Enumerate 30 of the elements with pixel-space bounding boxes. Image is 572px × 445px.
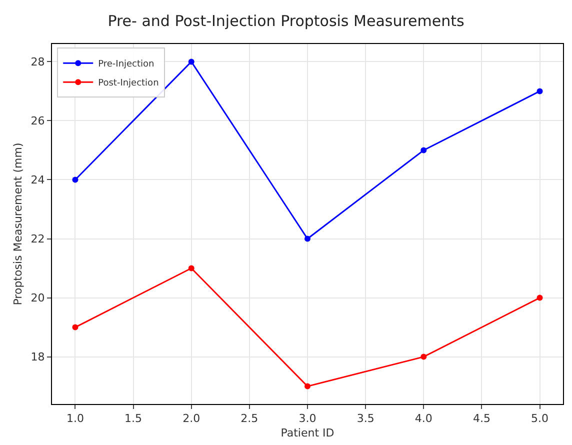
chart-title: Pre- and Post-Injection Proptosis Measurements	[108, 12, 464, 30]
y-tick-label: 26	[30, 114, 45, 128]
point	[304, 383, 310, 390]
legend-label: Post-Injection	[98, 78, 159, 89]
x-tick-label: 4.5	[472, 412, 490, 426]
x-tick-label: 4.0	[414, 412, 432, 426]
x-tick-label: 2.0	[182, 412, 200, 426]
point	[188, 265, 194, 272]
y-tick-label: 22	[30, 232, 45, 246]
y-tick-label: 24	[30, 174, 45, 187]
point	[72, 324, 78, 330]
y-tick-label: 28	[30, 56, 45, 69]
point	[420, 354, 427, 360]
y-axis-title: Proptosis Measurement (mm)	[11, 142, 24, 306]
point	[188, 58, 194, 65]
x-axis-title: Patient ID	[280, 426, 334, 440]
x-tick-label: 2.5	[240, 412, 258, 426]
x-tick-label: 1.5	[124, 412, 142, 426]
x-tick-label: 1.0	[66, 412, 84, 426]
x-tick-label: 3.0	[298, 412, 316, 426]
point	[420, 147, 427, 154]
x-tick-label: 3.5	[356, 412, 374, 426]
x-tick-label: 5.0	[531, 412, 549, 426]
y-tick-label: 18	[30, 350, 45, 364]
point	[304, 236, 310, 242]
point	[536, 294, 543, 301]
y-tick-label: 20	[30, 292, 45, 305]
legend-label: Pre-Injection	[98, 60, 154, 70]
point	[536, 88, 543, 94]
point	[72, 176, 78, 183]
